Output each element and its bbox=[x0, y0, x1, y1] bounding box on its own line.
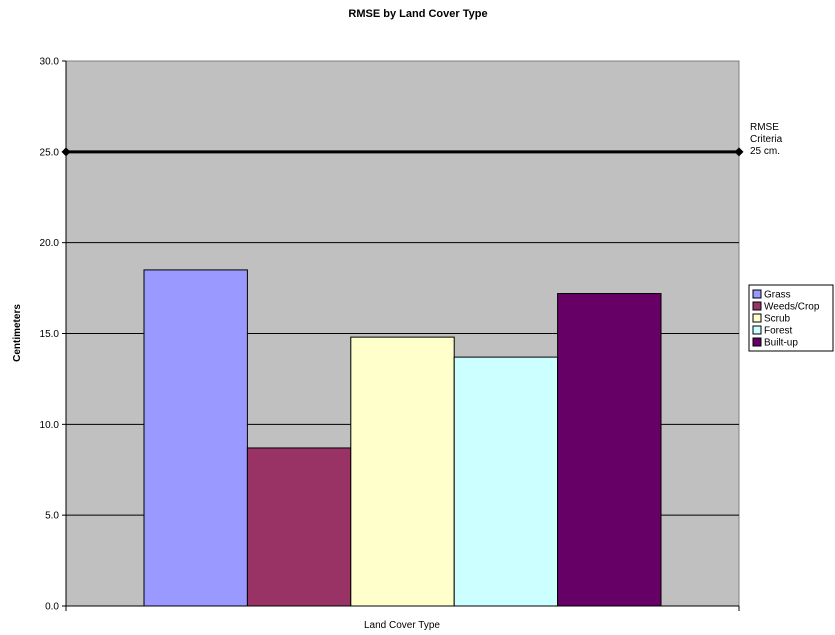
y-tick-label: 30.0 bbox=[40, 57, 60, 68]
bar-forest bbox=[453, 356, 559, 607]
reference-annotation-line: Criteria bbox=[750, 134, 783, 145]
reference-marker bbox=[734, 147, 744, 157]
legend-label: Scrub bbox=[764, 314, 791, 325]
y-tick-label: 10.0 bbox=[40, 420, 60, 431]
chart-title: RMSE by Land Cover Type bbox=[348, 8, 487, 20]
bar-grass bbox=[143, 269, 248, 607]
legend-swatch bbox=[752, 301, 762, 311]
y-tick-label: 25.0 bbox=[40, 147, 60, 158]
legend-swatch bbox=[752, 325, 762, 335]
legend-label: Weeds/Crop bbox=[764, 302, 820, 313]
reference-annotation-line: RMSE bbox=[750, 122, 779, 133]
bar-built-up bbox=[557, 293, 662, 607]
x-axis-title: Land Cover Type bbox=[364, 620, 440, 631]
legend-swatch bbox=[752, 337, 762, 347]
legend-label: Forest bbox=[764, 326, 793, 337]
y-tick-label: 20.0 bbox=[40, 238, 60, 249]
y-axis-title: Centimeters bbox=[12, 304, 23, 362]
y-tick-label: 5.0 bbox=[45, 511, 59, 522]
bar-scrub bbox=[350, 336, 455, 607]
legend-swatch bbox=[752, 313, 762, 323]
legend-label: Built-up bbox=[764, 338, 798, 349]
y-tick-label: 0.0 bbox=[45, 602, 59, 613]
y-tick-label: 15.0 bbox=[40, 329, 60, 340]
legend-swatch bbox=[752, 289, 762, 299]
reference-annotation-line: 25 cm. bbox=[750, 146, 780, 157]
bars bbox=[143, 269, 662, 607]
y-axis: 0.0 5.0 10.0 15.0 20.0 25.0 30.0 bbox=[40, 57, 740, 613]
bar-weeds-crop bbox=[246, 447, 352, 607]
legend-label: Grass bbox=[764, 290, 791, 301]
